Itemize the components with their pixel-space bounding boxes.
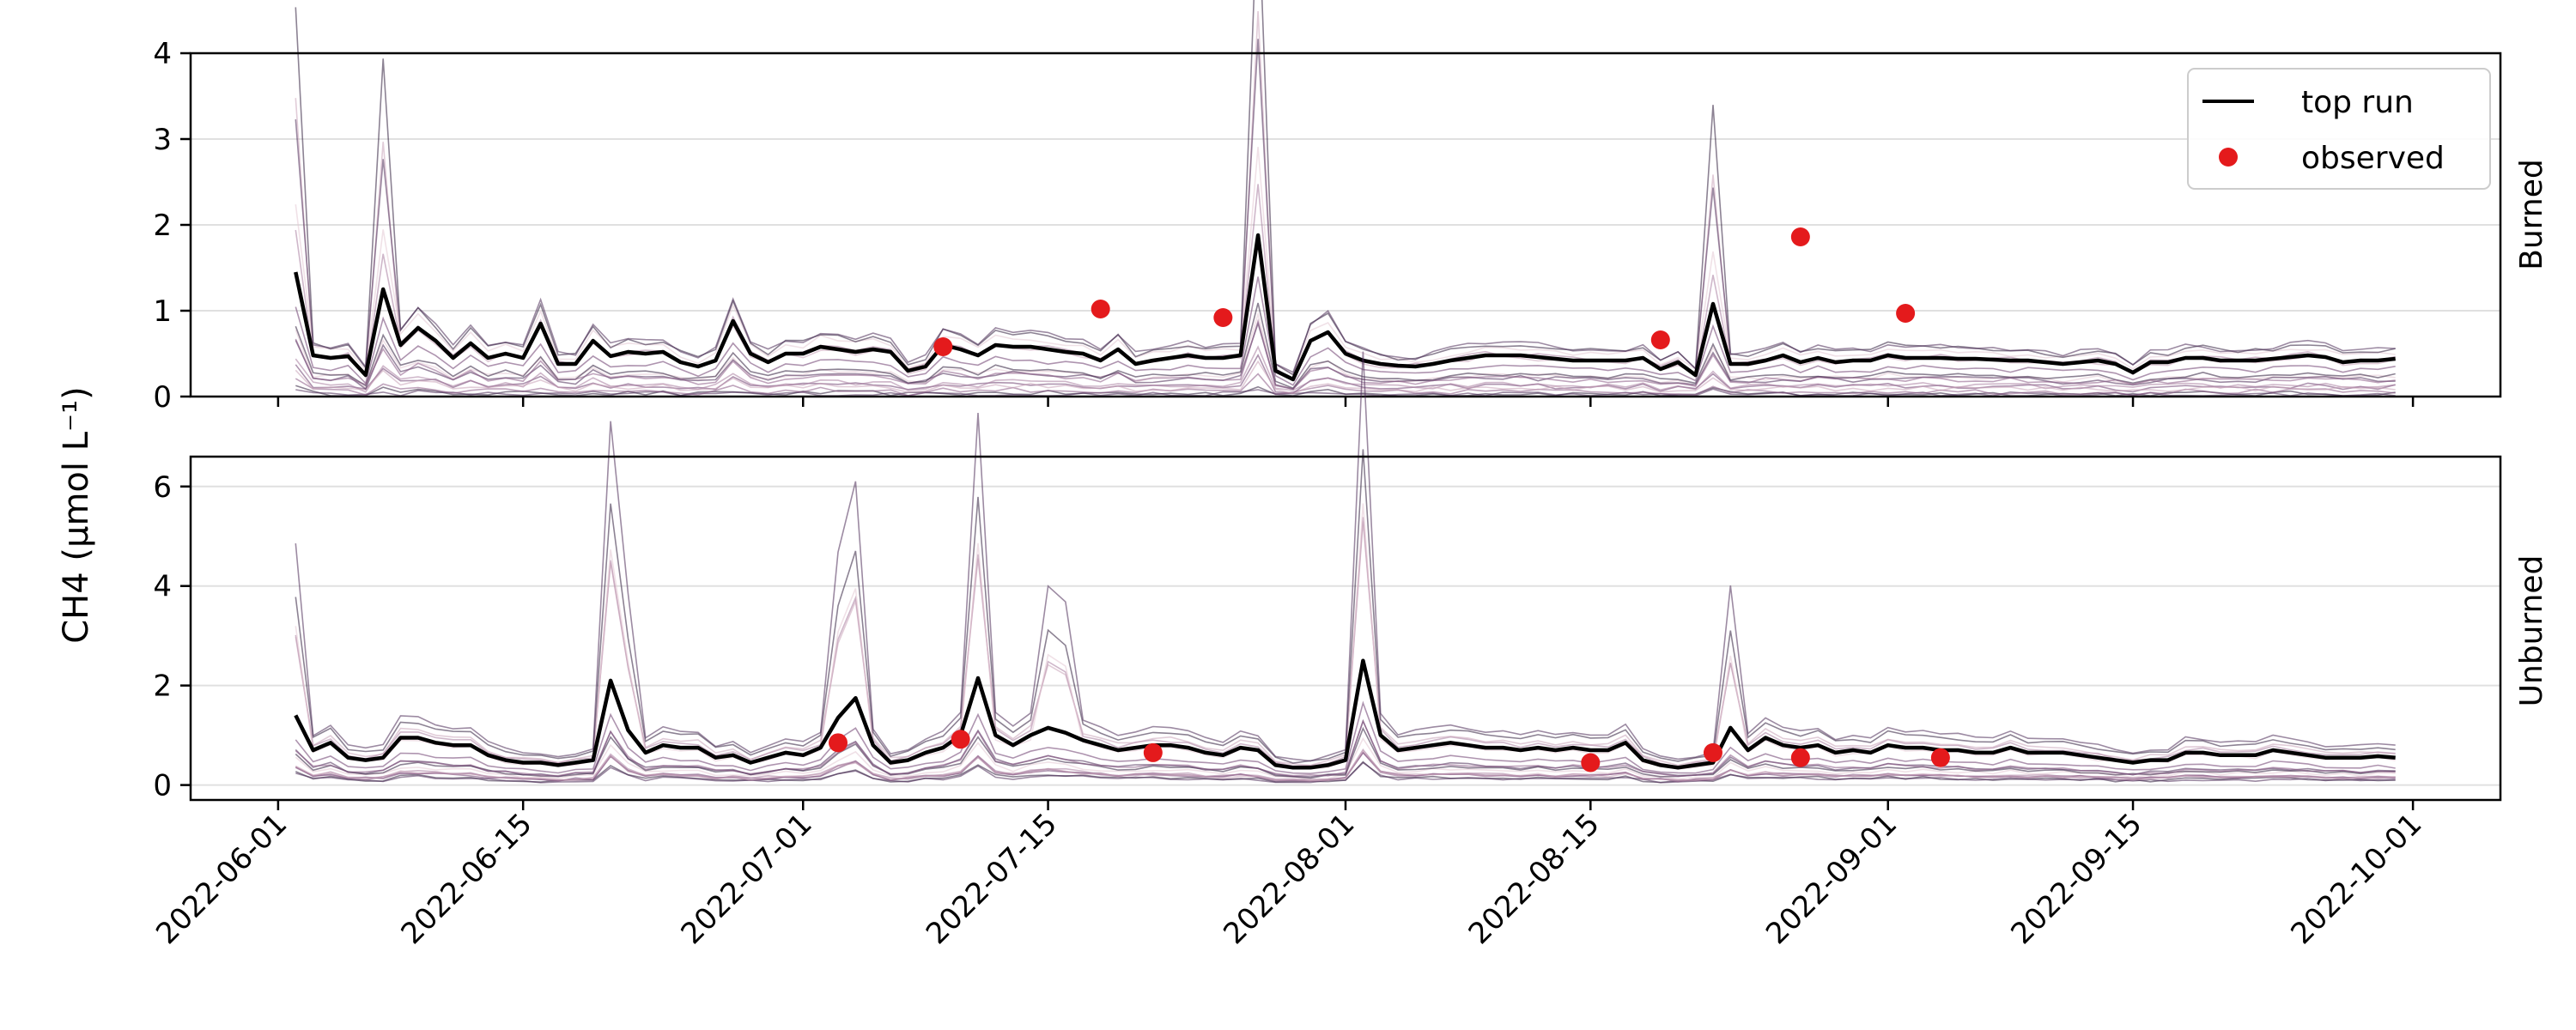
panel-burned: 0 1 2 3 4 bbox=[153, 0, 2502, 415]
legend-label-observed: observed bbox=[2301, 141, 2445, 176]
ensemble-run-line bbox=[295, 373, 2396, 397]
ensemble-run-line bbox=[295, 700, 2396, 775]
legend-frame bbox=[2187, 68, 2491, 190]
observed-point bbox=[829, 733, 848, 753]
y-tick-label: 1 bbox=[153, 294, 172, 329]
y-tick-label: 4 bbox=[153, 570, 172, 604]
observed-point bbox=[1581, 753, 1601, 772]
x-tick-label: 2022-06-15 bbox=[395, 807, 539, 951]
ensemble-run-line bbox=[295, 718, 2396, 778]
x-tick-label: 2022-06-01 bbox=[149, 807, 294, 951]
panel-unburned: 0 2 4 6 2022-06-01 2022-06-15 2022-07-01 2022-0… bbox=[149, 351, 2502, 951]
ensemble-run-line bbox=[295, 39, 2396, 373]
x-tick-label: 2022-09-01 bbox=[1759, 807, 1904, 951]
y-tick-label: 2 bbox=[153, 209, 172, 243]
ensemble-run-line bbox=[295, 521, 2396, 766]
y-tick-label: 3 bbox=[153, 123, 172, 157]
plot-frame bbox=[189, 52, 2502, 398]
y-tick-label: 0 bbox=[153, 380, 172, 415]
observed-point bbox=[1930, 748, 1950, 767]
top-run-line bbox=[294, 658, 2396, 770]
x-tick-label: 2022-07-15 bbox=[920, 807, 1064, 951]
top-run-line bbox=[294, 233, 2396, 382]
observed-point bbox=[1790, 227, 1810, 246]
ensemble-run-line bbox=[295, 388, 2396, 397]
x-tick-label: 2022-07-01 bbox=[675, 807, 819, 951]
ensemble-run-line bbox=[295, 11, 2396, 380]
observed-point bbox=[1091, 300, 1110, 318]
plot-frame bbox=[189, 455, 2502, 802]
observed-point bbox=[1790, 748, 1810, 767]
observed-point bbox=[1143, 742, 1163, 762]
observed-point bbox=[933, 337, 953, 356]
legend-swatch-observed bbox=[2219, 148, 2238, 167]
y-axis-label: CH4 (μmol L⁻¹) bbox=[57, 386, 96, 644]
y-tick-label: 2 bbox=[153, 670, 172, 704]
y-tick-label: 0 bbox=[153, 769, 172, 803]
panel-label-burned: Burned bbox=[2514, 159, 2549, 270]
observed-point bbox=[1650, 330, 1670, 349]
panel-label-unburned: Unburned bbox=[2514, 555, 2549, 707]
legend: top run observed bbox=[2187, 68, 2491, 190]
ensemble-run-line bbox=[295, 503, 2396, 770]
x-tick-label: 2022-08-15 bbox=[1462, 807, 1607, 951]
x-tick-label: 2022-10-01 bbox=[2284, 807, 2428, 951]
observed-point bbox=[1896, 304, 1916, 323]
ensemble-run-line bbox=[295, 318, 2396, 391]
ensemble-run-line bbox=[295, 761, 2396, 784]
ensemble-run-line bbox=[295, 749, 2396, 782]
ensemble-run-line bbox=[295, 302, 2396, 390]
y-tick-label: 6 bbox=[153, 470, 172, 505]
observed-point bbox=[1213, 308, 1233, 327]
ensemble-run-line bbox=[295, 321, 2396, 391]
ensemble-run-line bbox=[295, 276, 2396, 386]
legend-label-top-run: top run bbox=[2301, 85, 2414, 120]
x-tick-label: 2022-09-15 bbox=[2004, 807, 2148, 951]
ensemble-run-line bbox=[295, 345, 2396, 393]
ensemble-run-line bbox=[295, 726, 2396, 779]
y-tick-label: 4 bbox=[153, 37, 172, 71]
ensemble-run-line bbox=[295, 360, 2396, 395]
x-tick-label: 2022-08-01 bbox=[1217, 807, 1361, 951]
ensemble-run-line bbox=[295, 0, 2396, 376]
observed-point bbox=[1703, 742, 1722, 762]
observed-point bbox=[951, 730, 970, 749]
